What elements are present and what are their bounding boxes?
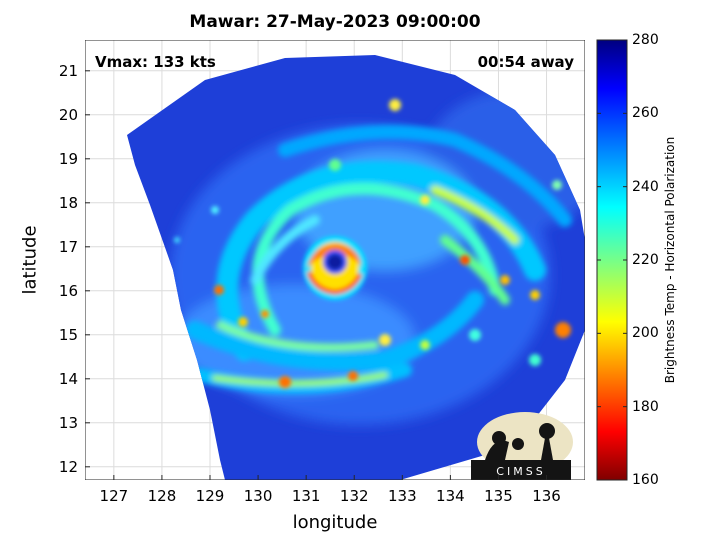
x-tick-label: 129 [195,487,225,505]
colorbar [596,39,628,481]
logo-text: CIMSS [496,465,545,478]
x-tick-label: 131 [291,487,321,505]
colorbar-label: Brightness Temp - Horizontal Polarizatio… [663,136,677,384]
colorbar-tick-label: 240 [632,178,659,195]
x-tick-label: 127 [99,487,129,505]
time-away-label: 00:54 away [477,53,574,71]
y-tick-label: 12 [58,457,78,476]
plot-area: CIMSS [84,39,590,481]
x-tick-label: 133 [387,487,417,505]
colorbar-ticks [597,39,627,481]
colorbar-gradient [596,39,628,481]
x-tick-label: 136 [532,487,561,505]
cimss-logo: CIMSS [471,412,573,480]
colorbar-tick-label: 260 [632,105,659,122]
colorbar-tick-label: 280 [632,32,659,48]
y-axis-label: latitude [19,225,41,295]
microwave-swath [127,55,590,480]
x-tick-label: 128 [147,487,177,505]
plot-svg: CIMSS [84,39,590,481]
vmax-label: Vmax: 133 kts [95,53,216,71]
x-tick-label: 130 [243,487,273,505]
y-tick-label: 21 [58,61,78,80]
x-tick-label: 132 [339,487,369,505]
colorbar-tick-label: 160 [632,472,659,488]
colorbar-tick-label: 200 [632,325,659,342]
y-tick-label: 19 [58,149,78,168]
y-tick-label: 15 [58,325,78,344]
colorbar-tick-label: 220 [632,252,659,268]
y-tick-label: 13 [58,413,78,432]
y-tick-label: 17 [58,237,78,256]
axis-ticks [85,70,548,480]
chart-title: Mawar: 27-May-2023 09:00:00 [189,12,481,32]
y-tick-label: 18 [58,193,78,212]
x-tick-label: 135 [484,487,513,505]
colorbar-tick-label: 180 [632,398,659,415]
y-tick-label: 16 [58,281,78,300]
y-tick-label: 20 [58,105,78,124]
x-axis-label: longitude [292,512,378,533]
x-tick-label: 134 [436,487,465,505]
y-tick-label: 14 [58,369,78,388]
